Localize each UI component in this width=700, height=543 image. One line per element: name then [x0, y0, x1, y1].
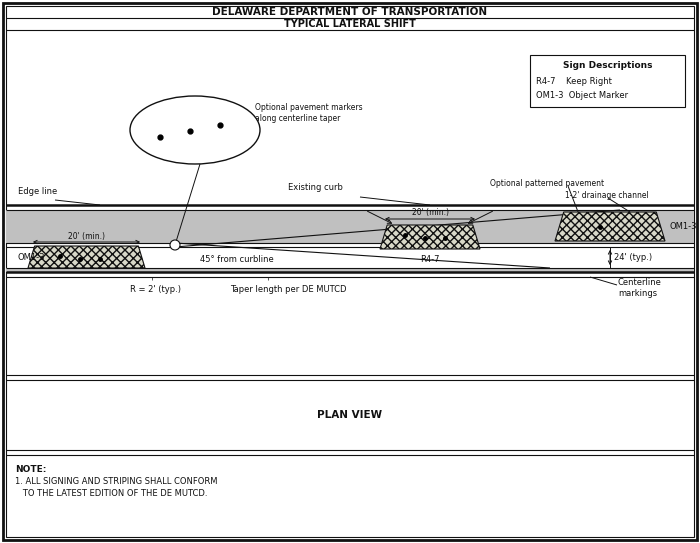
Text: Edge line: Edge line — [18, 187, 57, 196]
Text: OM1-3: OM1-3 — [18, 252, 46, 262]
Text: TO THE LATEST EDITION OF THE DE MUTCD.: TO THE LATEST EDITION OF THE DE MUTCD. — [15, 489, 207, 498]
Text: 20' (min.): 20' (min.) — [412, 207, 449, 217]
Text: Optional patterned pavement: Optional patterned pavement — [490, 179, 604, 187]
Text: DELAWARE DEPARTMENT OF TRANSPORTATION: DELAWARE DEPARTMENT OF TRANSPORTATION — [212, 7, 488, 17]
Polygon shape — [555, 212, 665, 241]
Text: 45° from curbline: 45° from curbline — [200, 256, 274, 264]
Text: Optional pavement markers
along centerline taper: Optional pavement markers along centerli… — [255, 103, 363, 123]
Circle shape — [170, 240, 180, 250]
Text: TYPICAL LATERAL SHIFT: TYPICAL LATERAL SHIFT — [284, 19, 416, 29]
Text: 20' (min.): 20' (min.) — [68, 231, 105, 241]
Bar — [530, 55, 685, 107]
Bar — [6, 210, 694, 243]
Text: OM1-3  Object Marker: OM1-3 Object Marker — [536, 91, 628, 99]
Text: 1-2' drainage channel: 1-2' drainage channel — [565, 192, 649, 200]
Text: NOTE:: NOTE: — [15, 465, 46, 474]
Text: Taper length per DE MUTCD: Taper length per DE MUTCD — [230, 286, 346, 294]
Text: Sign Descriptions: Sign Descriptions — [563, 60, 652, 70]
Polygon shape — [28, 246, 145, 268]
Text: R = 2' (typ.): R = 2' (typ.) — [130, 286, 181, 294]
Bar — [6, 268, 694, 272]
Text: 24' (typ.): 24' (typ.) — [614, 253, 652, 262]
Text: R4-7    Keep Right: R4-7 Keep Right — [536, 78, 612, 86]
Text: PLAN VIEW: PLAN VIEW — [317, 410, 383, 420]
Ellipse shape — [130, 96, 260, 164]
Text: 1. ALL SIGNING AND STRIPING SHALL CONFORM: 1. ALL SIGNING AND STRIPING SHALL CONFOR… — [15, 477, 218, 486]
Text: OM1-3: OM1-3 — [670, 222, 697, 231]
Text: Existing curb: Existing curb — [288, 183, 342, 192]
Text: Centerline
markings: Centerline markings — [618, 277, 662, 299]
Text: R4-7: R4-7 — [420, 255, 440, 263]
Polygon shape — [380, 225, 480, 249]
